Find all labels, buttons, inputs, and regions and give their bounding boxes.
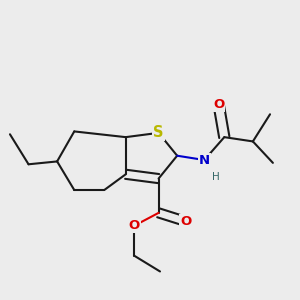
Text: N: N [199, 154, 210, 166]
Text: S: S [153, 125, 164, 140]
Text: O: O [213, 98, 224, 111]
Text: O: O [180, 215, 191, 228]
Text: H: H [212, 172, 220, 182]
Text: O: O [129, 219, 140, 232]
